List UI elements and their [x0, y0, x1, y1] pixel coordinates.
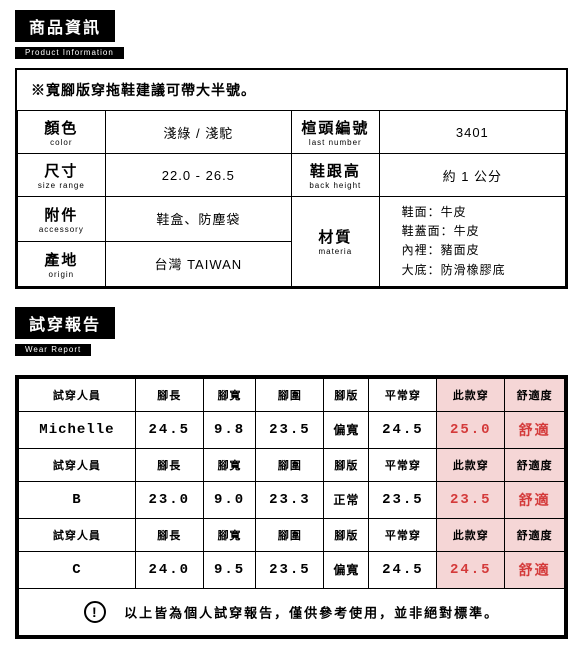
wear-header-cell: 腳圍: [256, 448, 324, 481]
material-value: 鞋面：牛皮鞋蓋面：牛皮內裡：豬面皮大底：防滑橡膠底: [379, 197, 565, 287]
wear-header-cell: 試穿人員: [19, 448, 136, 481]
wear-data-cell: 23.5: [256, 551, 324, 588]
product-info-box: ※寬腳版穿拖鞋建議可帶大半號。 顏色color 淺綠 / 淺駝 楦頭編號last…: [15, 68, 568, 289]
wear-report-title-zh: 試穿報告: [15, 307, 115, 339]
wear-data-cell: 9.5: [203, 551, 256, 588]
wear-report-header: 試穿報告 Wear Report: [15, 307, 568, 357]
material-line: 鞋蓋面：牛皮: [402, 222, 561, 241]
wear-header-cell: 腳寬: [203, 378, 256, 411]
wear-data-cell: 9.8: [203, 411, 256, 448]
wear-report-footer-row: ! 以上皆為個人試穿報告，僅供參考使用，並非絕對標準。: [19, 588, 565, 635]
wear-header-cell: 舒適度: [505, 448, 565, 481]
wear-data-cell: 正常: [324, 481, 369, 518]
heel-value: 約 1 公分: [379, 154, 565, 197]
wear-header-cell: 平常穿: [369, 448, 437, 481]
wear-header-cell: 此款穿: [437, 448, 505, 481]
wear-data-cell: 24.0: [135, 551, 203, 588]
wear-header-cell: 腳長: [135, 518, 203, 551]
wear-data-cell: 舒適: [505, 481, 565, 518]
wear-header-cell: 腳寬: [203, 518, 256, 551]
wear-data-cell: B: [19, 481, 136, 518]
size-value: 22.0 - 26.5: [105, 154, 291, 197]
wear-data-cell: Michelle: [19, 411, 136, 448]
wear-header-cell: 平常穿: [369, 518, 437, 551]
exclamation-icon: !: [84, 601, 106, 623]
wear-data-cell: 24.5: [369, 411, 437, 448]
wear-data-cell: 23.0: [135, 481, 203, 518]
material-label: 材質materia: [291, 197, 379, 287]
wear-header-row: 試穿人員腳長腳寬腳圍腳版平常穿此款穿舒適度: [19, 448, 565, 481]
wear-data-cell: C: [19, 551, 136, 588]
product-info-header: 商品資訊 Product Information: [15, 10, 568, 60]
wear-data-cell: 偏寬: [324, 551, 369, 588]
color-label: 顏色color: [18, 111, 106, 154]
wear-data-cell: 舒適: [505, 411, 565, 448]
wear-data-cell: 9.0: [203, 481, 256, 518]
last-number-label: 楦頭編號last number: [291, 111, 379, 154]
wear-data-row: Michelle24.59.823.5偏寬24.525.0舒適: [19, 411, 565, 448]
wear-data-cell: 25.0: [437, 411, 505, 448]
wear-data-cell: 23.5: [437, 481, 505, 518]
product-info-title-en: Product Information: [15, 47, 124, 59]
size-label: 尺寸size range: [18, 154, 106, 197]
wear-report-title-en: Wear Report: [15, 344, 91, 356]
color-value: 淺綠 / 淺駝: [105, 111, 291, 154]
wear-header-row: 試穿人員腳長腳寬腳圍腳版平常穿此款穿舒適度: [19, 518, 565, 551]
wear-data-cell: 23.5: [256, 411, 324, 448]
accessory-value: 鞋盒、防塵袋: [105, 197, 291, 242]
accessory-label: 附件accessory: [18, 197, 106, 242]
wear-header-cell: 腳長: [135, 378, 203, 411]
wear-header-cell: 腳寬: [203, 448, 256, 481]
wear-header-cell: 腳圍: [256, 518, 324, 551]
wear-header-cell: 腳版: [324, 448, 369, 481]
heel-label: 鞋跟高back height: [291, 154, 379, 197]
wear-header-cell: 此款穿: [437, 518, 505, 551]
wear-header-cell: 平常穿: [369, 378, 437, 411]
wear-report-table: 試穿人員腳長腳寬腳圍腳版平常穿此款穿舒適度Michelle24.59.823.5…: [18, 378, 565, 636]
wear-data-cell: 24.5: [437, 551, 505, 588]
wear-data-cell: 24.5: [135, 411, 203, 448]
wear-data-cell: 舒適: [505, 551, 565, 588]
wear-header-cell: 舒適度: [505, 518, 565, 551]
wear-data-cell: 24.5: [369, 551, 437, 588]
wide-foot-note: ※寬腳版穿拖鞋建議可帶大半號。: [17, 70, 566, 110]
origin-label: 產地origin: [18, 241, 106, 286]
wear-header-cell: 腳版: [324, 378, 369, 411]
wear-report-footer-text: 以上皆為個人試穿報告，僅供參考使用，並非絕對標準。: [124, 605, 499, 620]
material-line: 內裡：豬面皮: [402, 241, 561, 260]
last-number-value: 3401: [379, 111, 565, 154]
wear-header-cell: 舒適度: [505, 378, 565, 411]
product-info-title-zh: 商品資訊: [15, 10, 115, 42]
wear-data-row: C24.09.523.5偏寬24.524.5舒適: [19, 551, 565, 588]
material-line: 大底：防滑橡膠底: [402, 261, 561, 280]
wear-data-cell: 23.3: [256, 481, 324, 518]
origin-value: 台灣 TAIWAN: [105, 241, 291, 286]
wear-header-cell: 試穿人員: [19, 518, 136, 551]
wear-header-cell: 此款穿: [437, 378, 505, 411]
material-line: 鞋面：牛皮: [402, 203, 561, 222]
wear-data-cell: 23.5: [369, 481, 437, 518]
wear-data-cell: 偏寬: [324, 411, 369, 448]
product-info-table: 顏色color 淺綠 / 淺駝 楦頭編號last number 3401 尺寸s…: [17, 110, 566, 287]
wear-header-cell: 腳圍: [256, 378, 324, 411]
wear-report-box: 試穿人員腳長腳寬腳圍腳版平常穿此款穿舒適度Michelle24.59.823.5…: [15, 375, 568, 639]
wear-header-cell: 腳長: [135, 448, 203, 481]
wear-header-row: 試穿人員腳長腳寬腳圍腳版平常穿此款穿舒適度: [19, 378, 565, 411]
wear-header-cell: 腳版: [324, 518, 369, 551]
wear-header-cell: 試穿人員: [19, 378, 136, 411]
wear-report-footer: ! 以上皆為個人試穿報告，僅供參考使用，並非絕對標準。: [19, 588, 565, 635]
wear-data-row: B23.09.023.3正常23.523.5舒適: [19, 481, 565, 518]
